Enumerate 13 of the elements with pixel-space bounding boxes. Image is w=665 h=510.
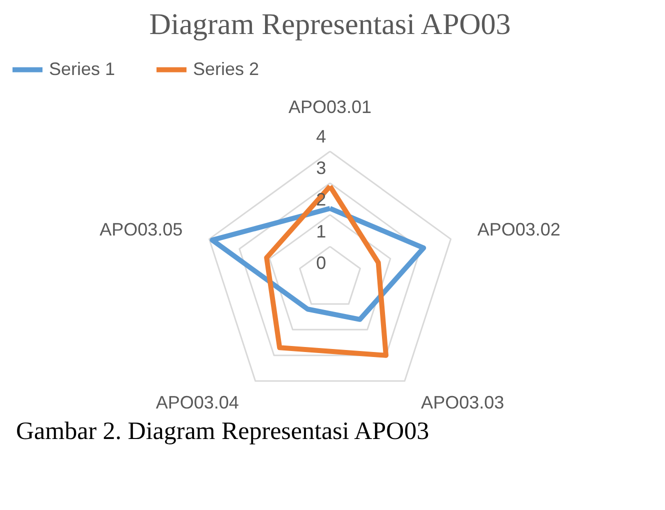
chart-title: Diagram Representasi APO03 <box>149 8 511 41</box>
spoke-label: APO03.05 <box>100 219 183 240</box>
y-tick-label: 3 <box>316 158 326 178</box>
spoke-label: APO03.01 <box>288 97 372 118</box>
y-tick-label: 1 <box>316 221 326 242</box>
text: Gambar 2. Diagram Representasi APO03 <box>16 418 430 446</box>
spoke-label: APO03.04 <box>156 392 239 413</box>
legend-label: Series 1 <box>49 58 116 79</box>
spoke-label: APO03.02 <box>477 219 560 240</box>
y-tick-label: 0 <box>316 253 326 274</box>
legend-label: Series 2 <box>193 58 260 79</box>
spoke-label: APO03.03 <box>421 392 504 413</box>
y-tick-label: 4 <box>316 126 326 146</box>
